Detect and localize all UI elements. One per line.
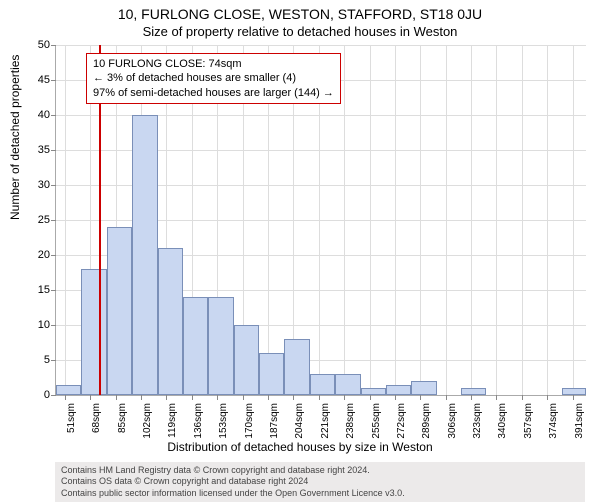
x-tick-label: 85sqm — [117, 403, 128, 443]
gridline-v — [471, 45, 472, 395]
histogram-bar — [335, 374, 360, 395]
x-tick-label: 187sqm — [269, 403, 280, 443]
y-tick-label: 20 — [22, 249, 50, 261]
x-tick-label: 272sqm — [396, 403, 407, 443]
chart-container: 10, FURLONG CLOSE, WESTON, STAFFORD, ST1… — [0, 0, 600, 500]
gridline-h — [56, 45, 586, 46]
x-tick-label: 323sqm — [472, 403, 483, 443]
y-tick-label: 50 — [22, 39, 50, 51]
footer-attribution: Contains HM Land Registry data © Crown c… — [55, 462, 585, 502]
y-tick-label: 5 — [22, 354, 50, 366]
annotation-line: 97% of semi-detached houses are larger (… — [93, 86, 334, 100]
annotation-line: 10 FURLONG CLOSE: 74sqm — [93, 57, 334, 71]
x-tick-label: 204sqm — [294, 403, 305, 443]
y-tick-label: 40 — [22, 109, 50, 121]
histogram-bar — [81, 269, 106, 395]
footer-line1: Contains HM Land Registry data © Crown c… — [61, 465, 579, 476]
y-tick-label: 45 — [22, 74, 50, 86]
x-tick-label: 306sqm — [447, 403, 458, 443]
gridline-v — [573, 45, 574, 395]
x-tick-label: 391sqm — [574, 403, 585, 443]
histogram-bar — [411, 381, 436, 395]
annotation-line: ← 3% of detached houses are smaller (4) — [93, 71, 334, 85]
x-tick-label: 170sqm — [244, 403, 255, 443]
histogram-bar — [562, 388, 586, 395]
x-tick-label: 255sqm — [371, 403, 382, 443]
x-tick-label: 357sqm — [523, 403, 534, 443]
gridline-v — [522, 45, 523, 395]
x-axis-label: Distribution of detached houses by size … — [0, 440, 600, 454]
gridline-v — [420, 45, 421, 395]
x-tick-label: 221sqm — [320, 403, 331, 443]
y-tick-label: 0 — [22, 389, 50, 401]
title-main: 10, FURLONG CLOSE, WESTON, STAFFORD, ST1… — [0, 6, 600, 22]
y-axis-label: Number of detached properties — [8, 55, 22, 220]
x-tick-label: 374sqm — [548, 403, 559, 443]
y-tick-label: 15 — [22, 284, 50, 296]
histogram-bar — [56, 385, 81, 396]
histogram-bar — [284, 339, 309, 395]
gridline-v — [547, 45, 548, 395]
x-tick-label: 238sqm — [345, 403, 356, 443]
title-sub: Size of property relative to detached ho… — [0, 24, 600, 39]
footer-line3: Contains public sector information licen… — [61, 488, 579, 499]
gridline-v — [446, 45, 447, 395]
gridline-v — [344, 45, 345, 395]
histogram-bar — [259, 353, 284, 395]
footer-line2: Contains OS data © Crown copyright and d… — [61, 476, 579, 487]
gridline-v — [395, 45, 396, 395]
x-tick-label: 51sqm — [66, 403, 77, 443]
histogram-bar — [310, 374, 335, 395]
x-tick-label: 119sqm — [167, 403, 178, 443]
histogram-bar — [208, 297, 233, 395]
x-tick-label: 289sqm — [421, 403, 432, 443]
histogram-bar — [132, 115, 157, 395]
y-tick-label: 25 — [22, 214, 50, 226]
x-tick-label: 102sqm — [142, 403, 153, 443]
y-tick-label: 30 — [22, 179, 50, 191]
x-tick-label: 136sqm — [193, 403, 204, 443]
histogram-bar — [361, 388, 386, 395]
x-tick-label: 340sqm — [497, 403, 508, 443]
histogram-bar — [158, 248, 183, 395]
histogram-bar — [386, 385, 411, 396]
chart-plot-area: 10 FURLONG CLOSE: 74sqm← 3% of detached … — [55, 45, 586, 396]
gridline-v — [65, 45, 66, 395]
histogram-bar — [183, 297, 208, 395]
x-tick-label: 68sqm — [91, 403, 102, 443]
gridline-v — [370, 45, 371, 395]
annotation-box: 10 FURLONG CLOSE: 74sqm← 3% of detached … — [86, 53, 341, 104]
histogram-bar — [107, 227, 132, 395]
histogram-bar — [461, 388, 486, 395]
y-tick-label: 10 — [22, 319, 50, 331]
gridline-v — [496, 45, 497, 395]
histogram-bar — [234, 325, 259, 395]
y-tick-label: 35 — [22, 144, 50, 156]
x-tick-label: 153sqm — [218, 403, 229, 443]
